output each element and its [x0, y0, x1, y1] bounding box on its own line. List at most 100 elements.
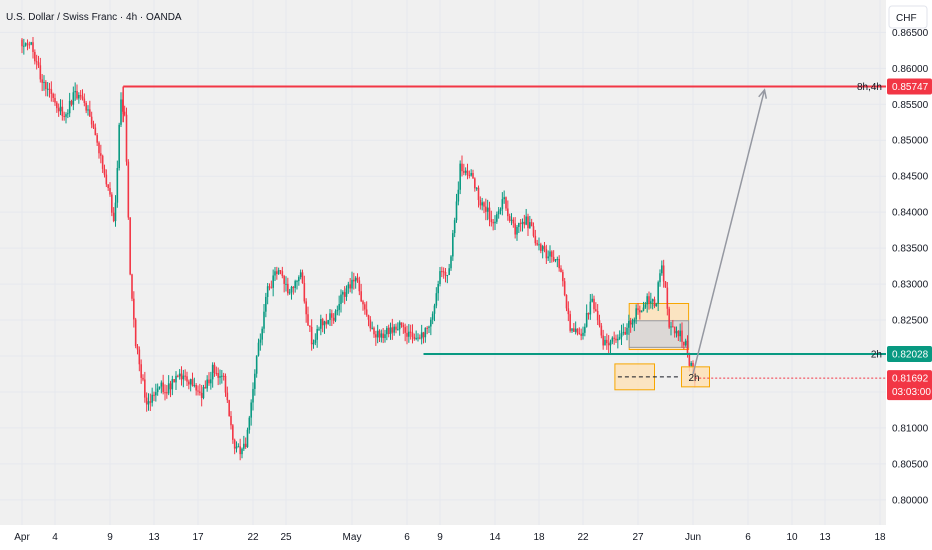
time-axis[interactable]: Apr 4 9 13 17 22 25 May 6 9 14 18 22 27 Jun 6 10 13 18	[14, 532, 886, 543]
candle-body	[79, 94, 82, 97]
candle-body	[472, 173, 474, 179]
candle-body	[644, 304, 647, 308]
candle-body	[655, 303, 658, 307]
candle-body	[164, 392, 166, 394]
candle-body	[145, 397, 148, 405]
candle-body	[279, 270, 282, 272]
candle-body	[507, 208, 509, 217]
candle-body	[226, 392, 229, 401]
candle-body	[222, 375, 225, 377]
candle-body	[545, 249, 548, 259]
candle-body	[136, 346, 139, 350]
candle-body	[679, 330, 681, 337]
candle-body	[206, 379, 208, 389]
y-tick-label: 0.85000	[892, 136, 929, 147]
candle-body	[156, 388, 159, 393]
candle-body	[30, 42, 32, 45]
candle-body	[356, 277, 359, 281]
candle-body	[109, 188, 111, 195]
candle-body	[327, 320, 329, 324]
candle-body	[514, 223, 516, 235]
candle-body	[45, 82, 47, 89]
level-name: 8h,4h	[857, 82, 882, 93]
candle-body	[444, 271, 447, 276]
candle-body	[131, 274, 133, 299]
candle-body	[475, 187, 478, 189]
candle-body	[397, 329, 399, 331]
candle-body	[114, 202, 117, 222]
candle-body	[523, 221, 526, 225]
candle-body	[430, 319, 432, 327]
candle-body	[406, 332, 408, 337]
candle-body	[134, 319, 137, 347]
candle-body	[100, 153, 102, 156]
candle-body	[518, 223, 520, 227]
candle-body	[375, 334, 377, 338]
candle-body	[96, 135, 98, 143]
candle-body	[468, 175, 471, 177]
candle-body	[123, 111, 126, 115]
candle-body	[290, 286, 293, 293]
candle-body	[387, 327, 390, 335]
candle-body	[446, 274, 449, 276]
candle-body	[98, 142, 100, 154]
candle-body	[340, 294, 342, 305]
candle-body	[255, 355, 258, 374]
candle-body	[562, 272, 564, 282]
candle-body	[398, 322, 401, 330]
candle-body	[217, 373, 219, 378]
candle-body	[596, 310, 599, 321]
candle-body	[314, 339, 317, 343]
candle-body	[540, 244, 542, 251]
candle-body	[382, 333, 384, 338]
candle-body	[21, 39, 23, 47]
candle-body	[182, 375, 185, 380]
candle-body	[442, 271, 445, 273]
candle-body	[353, 279, 355, 282]
candle-body	[573, 328, 575, 332]
candle-body	[193, 385, 196, 387]
candle-body	[578, 332, 581, 334]
candle-body	[582, 332, 584, 336]
candle-body	[204, 387, 207, 389]
candle-body	[602, 335, 604, 346]
candle-body	[556, 258, 559, 260]
candle-body	[459, 163, 461, 190]
candle-body	[615, 338, 617, 341]
candle-body	[215, 372, 218, 374]
candle-body	[149, 401, 152, 403]
candle-body	[155, 392, 157, 396]
candle-body	[320, 319, 322, 329]
candle-body	[325, 321, 328, 324]
candle-body	[584, 326, 586, 333]
candle-body	[611, 337, 614, 342]
candle-body	[435, 293, 438, 306]
x-tick-label: 27	[632, 532, 644, 543]
candle-body	[83, 98, 86, 103]
candle-body	[230, 415, 232, 426]
candle-body	[349, 284, 351, 289]
candle-body	[483, 202, 485, 207]
candle-body	[252, 388, 254, 403]
candle-body	[367, 314, 370, 320]
candle-body	[499, 209, 502, 211]
y-tick-label: 0.86500	[892, 28, 929, 39]
candle-body	[417, 337, 419, 339]
currency-box[interactable]: CHF	[888, 5, 928, 29]
candle-body	[600, 325, 603, 336]
candle-body	[250, 402, 252, 418]
zone-label: 2h	[689, 373, 700, 384]
candle-body	[508, 216, 511, 221]
candle-body	[65, 114, 67, 117]
candle-body	[221, 375, 223, 377]
projection-arrow-line	[692, 89, 766, 375]
candle-body	[244, 443, 247, 448]
candle-body	[497, 210, 500, 215]
projection-layer	[692, 88, 768, 375]
plot-area[interactable]	[0, 0, 886, 525]
candle-body	[604, 339, 606, 346]
candle-body	[210, 379, 212, 384]
candle-body	[670, 326, 672, 328]
candle-body	[228, 400, 230, 416]
